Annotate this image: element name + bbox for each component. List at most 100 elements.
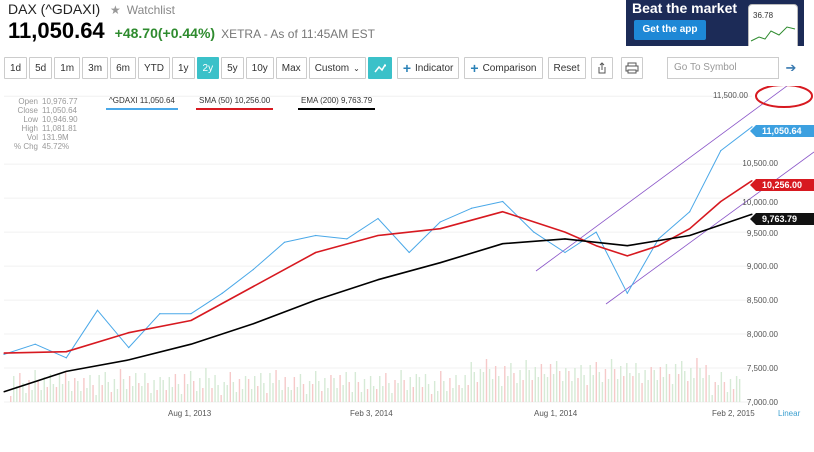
- sma-series-line: [3, 180, 753, 354]
- price-chart[interactable]: [0, 86, 814, 426]
- volume-bar: [498, 376, 500, 402]
- range-1m-button[interactable]: 1m: [54, 57, 81, 79]
- print-icon[interactable]: [620, 57, 643, 79]
- range-5y-button[interactable]: 5y: [221, 57, 244, 79]
- volume-bar: [717, 385, 719, 402]
- range-5d-button[interactable]: 5d: [29, 57, 53, 79]
- volume-bar: [254, 376, 256, 402]
- volume-bar: [31, 390, 33, 402]
- volume-bar: [177, 384, 180, 402]
- range-ytd-button[interactable]: YTD: [137, 57, 170, 79]
- range-2y-button[interactable]: 2y: [196, 57, 220, 79]
- volume-bar: [98, 375, 100, 402]
- get-app-button[interactable]: Get the app: [634, 20, 706, 40]
- volume-bar: [568, 371, 570, 402]
- range-10y-button[interactable]: 10y: [245, 57, 274, 79]
- volume-bar: [699, 368, 701, 402]
- data-point: [626, 255, 628, 257]
- custom-range-dropdown[interactable]: Custom ⌄: [308, 57, 366, 79]
- volume-bar: [470, 362, 472, 402]
- volume-bar: [260, 373, 262, 402]
- volume-bar: [592, 375, 594, 402]
- symbol-search-input[interactable]: Go To Symbol: [667, 57, 779, 79]
- share-icon[interactable]: [590, 57, 613, 79]
- reset-button[interactable]: Reset: [547, 57, 586, 79]
- indicator-button[interactable]: + Indicator: [396, 57, 460, 79]
- range-3m-button[interactable]: 3m: [82, 57, 109, 79]
- volume-bar: [714, 382, 716, 402]
- custom-range-label: Custom: [314, 62, 350, 74]
- volume-bars: [4, 95, 752, 403]
- volume-bar: [433, 381, 436, 402]
- volume-bar: [379, 376, 381, 402]
- legend-series[interactable]: ^GDAXI 11,050.64: [106, 96, 178, 110]
- volume-bar: [144, 373, 146, 402]
- volume-bar: [241, 389, 244, 402]
- volume-bar: [452, 388, 454, 402]
- volume-bar: [89, 375, 91, 402]
- data-point: [720, 149, 722, 152]
- stat-value: 11,050.64: [42, 106, 77, 115]
- volume-bar: [34, 370, 36, 402]
- volume-bar: [446, 391, 448, 402]
- legend-sma[interactable]: SMA (50) 10,256.00: [196, 96, 274, 110]
- range-1d-button[interactable]: 1d: [4, 57, 28, 79]
- volume-bar: [25, 393, 27, 402]
- volume-bar: [363, 379, 366, 402]
- volume-bar: [150, 393, 152, 402]
- range-1y-button[interactable]: 1y: [171, 57, 195, 79]
- phone-image: 36.78: [748, 4, 798, 46]
- chart-type-button[interactable]: [367, 57, 392, 79]
- star-icon[interactable]: ★: [110, 3, 121, 17]
- chart-toolbar: 1d 5d 1m 3m 6m YTD 1y 2y 5y 10y Max Cust…: [4, 56, 645, 80]
- data-point: [252, 323, 254, 325]
- share-glyph: [598, 62, 606, 74]
- volume-bar: [537, 377, 540, 402]
- volume-bar: [559, 371, 561, 402]
- x-tick-label: Feb 2, 2015: [712, 409, 755, 418]
- volume-bar: [644, 370, 646, 402]
- range-6m-button[interactable]: 6m: [110, 57, 136, 79]
- volume-bar: [339, 375, 341, 402]
- stat-value: 10,946.90: [42, 115, 78, 124]
- data-point: [128, 359, 130, 361]
- arrow-right-icon[interactable]: ➔: [785, 60, 797, 75]
- data-point: [689, 211, 691, 213]
- comparison-button[interactable]: + Comparison: [464, 57, 543, 79]
- volume-bar: [223, 382, 225, 402]
- legend-ema[interactable]: EMA (200) 9,763.79: [298, 96, 376, 110]
- series-lines: [3, 126, 753, 393]
- volume-bar: [77, 381, 79, 402]
- volume-bar: [580, 365, 582, 402]
- watchlist-link[interactable]: Watchlist: [126, 3, 175, 17]
- volume-bar: [674, 364, 677, 402]
- price-series-line: [3, 126, 753, 359]
- volume-bar: [531, 380, 533, 402]
- volume-bar: [67, 381, 70, 402]
- volume-bar: [540, 364, 543, 402]
- volume-bar: [180, 394, 183, 402]
- volume-bar: [708, 375, 710, 402]
- volume-bar: [330, 375, 332, 402]
- volume-bar: [119, 369, 122, 402]
- data-point: [252, 285, 254, 288]
- volume-bar: [696, 358, 698, 402]
- volume-bar: [189, 371, 192, 402]
- scale-toggle[interactable]: Linear: [778, 409, 801, 418]
- app-ad-banner[interactable]: Beat the market Get the app 36.78: [626, 0, 804, 46]
- volume-bar: [552, 374, 555, 402]
- volume-bar: [104, 372, 106, 402]
- volume-bar: [345, 372, 347, 402]
- data-point: [128, 347, 130, 349]
- volume-bar: [574, 368, 576, 402]
- quote-title-line: DAX (^GDAXI) ★ Watchlist: [8, 1, 175, 17]
- x-tick-label: Feb 3, 2014: [350, 409, 393, 418]
- volume-bar: [296, 387, 299, 402]
- data-point: [221, 292, 223, 294]
- data-point: [595, 245, 597, 247]
- range-max-button[interactable]: Max: [275, 57, 307, 79]
- x-tick-label: Aug 1, 2013: [168, 409, 212, 418]
- data-point: [689, 228, 691, 230]
- volume-bar: [342, 385, 344, 402]
- volume-bar: [156, 390, 158, 402]
